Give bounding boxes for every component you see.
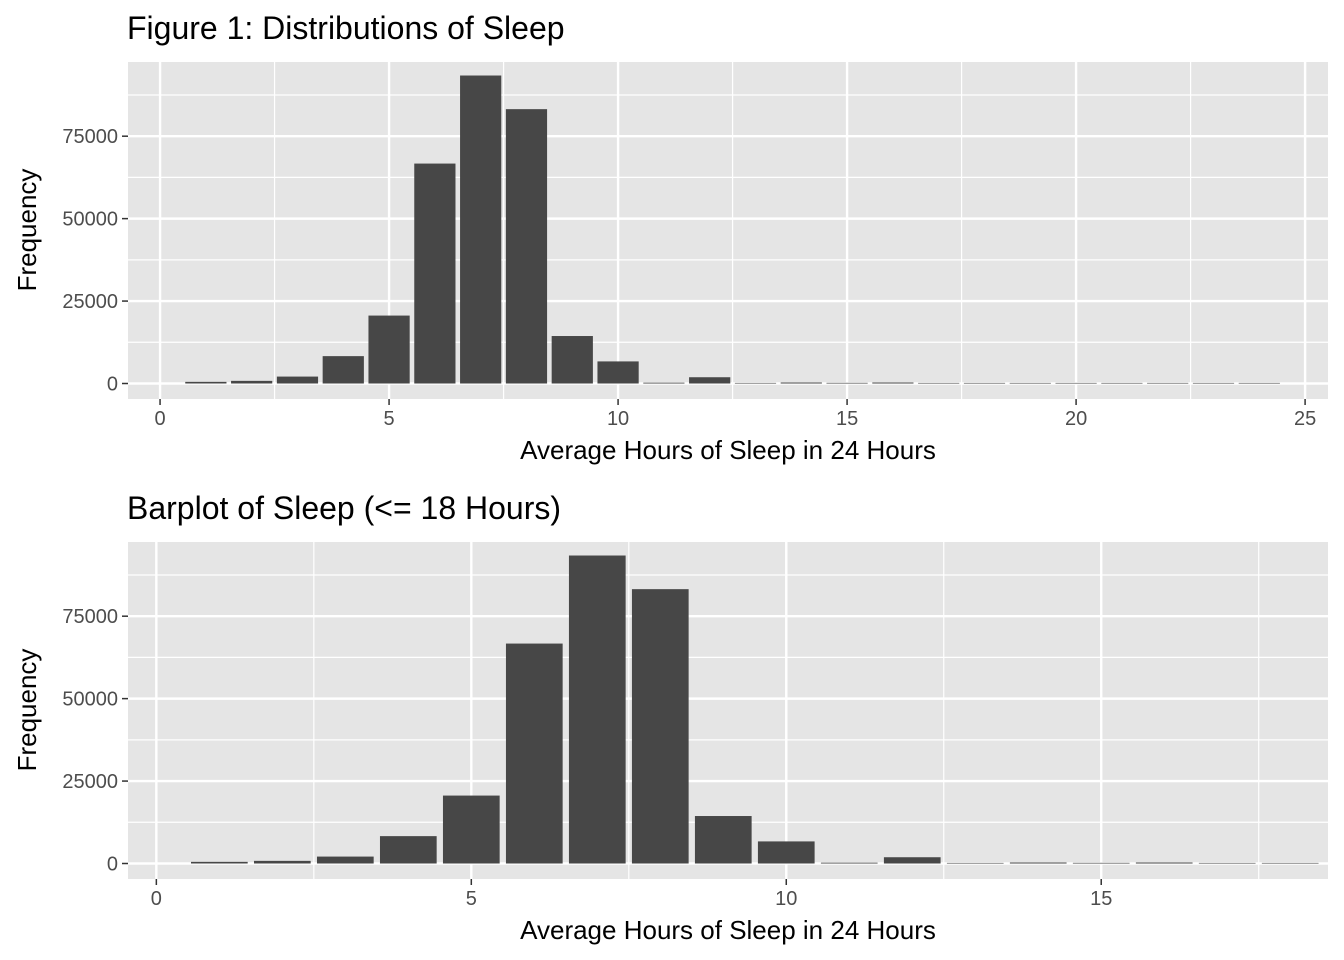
x-tick-label: 20 xyxy=(1065,408,1087,430)
x-axis-ticks: 0 5 10 15 20 25 xyxy=(154,399,1316,430)
y-tick-label: 50000 xyxy=(62,209,118,231)
bar xyxy=(597,361,639,384)
y-axis-title: Frequency xyxy=(12,169,42,292)
x-tick-label: 0 xyxy=(154,408,165,430)
y-axis-ticks: 0 25000 50000 75000 xyxy=(62,606,128,876)
grid-minor xyxy=(128,62,1328,399)
x-tick-label: 15 xyxy=(1090,888,1112,910)
bar xyxy=(505,109,548,384)
bar xyxy=(1192,382,1235,384)
bar xyxy=(185,381,227,384)
bar xyxy=(190,861,248,864)
bar xyxy=(379,836,437,864)
bar xyxy=(963,382,1006,384)
bar xyxy=(883,857,941,864)
bar xyxy=(918,382,960,384)
bar xyxy=(368,315,410,384)
x-axis-ticks: 0 5 10 15 xyxy=(151,879,1112,910)
x-axis-title: Average Hours of Sleep in 24 Hours xyxy=(520,435,936,465)
chart-title: Figure 1: Distributions of Sleep xyxy=(127,10,565,46)
bar xyxy=(1009,382,1051,384)
bar xyxy=(1072,862,1130,864)
bar xyxy=(1147,382,1189,384)
bar xyxy=(316,856,374,864)
bars xyxy=(190,555,1319,864)
x-axis-title: Average Hours of Sleep in 24 Hours xyxy=(520,915,936,945)
bar xyxy=(946,862,1004,864)
x-tick-label: 5 xyxy=(466,888,477,910)
bar xyxy=(442,795,500,864)
x-tick-label: 25 xyxy=(1294,408,1316,430)
y-tick-label: 75000 xyxy=(62,126,118,148)
y-axis-ticks: 0 25000 50000 75000 xyxy=(62,126,128,396)
x-tick-label: 10 xyxy=(775,888,797,910)
bar xyxy=(734,382,777,384)
bar xyxy=(253,860,311,864)
bar xyxy=(1055,382,1097,384)
bar xyxy=(872,382,914,384)
y-tick-label: 25000 xyxy=(62,291,118,313)
y-tick-label: 75000 xyxy=(62,606,118,628)
bar xyxy=(820,862,878,864)
bar xyxy=(505,643,563,864)
bar xyxy=(757,841,815,864)
bar xyxy=(1009,862,1067,864)
y-axis-title: Frequency xyxy=(12,649,42,772)
y-tick-label: 0 xyxy=(107,374,118,396)
bar xyxy=(689,377,731,384)
bar xyxy=(1135,862,1193,864)
bar xyxy=(1198,862,1256,864)
chart-title: Barplot of Sleep (<= 18 Hours) xyxy=(127,490,561,526)
chart-sleep-barplot-18h: Barplot of Sleep (<= 18 Hours) 0 5 10 15 0 2… xyxy=(12,490,1328,945)
bar xyxy=(568,555,626,864)
x-tick-label: 10 xyxy=(607,408,629,430)
bar xyxy=(276,376,319,384)
x-tick-label: 0 xyxy=(151,888,162,910)
bar xyxy=(322,356,364,384)
bar xyxy=(631,589,689,864)
x-tick-label: 15 xyxy=(836,408,858,430)
grid-major xyxy=(128,62,1328,399)
bar xyxy=(826,382,868,384)
bar xyxy=(414,163,456,384)
bar xyxy=(780,382,822,384)
bar xyxy=(1101,382,1143,384)
bar xyxy=(694,816,752,864)
y-tick-label: 25000 xyxy=(62,771,118,793)
bar xyxy=(460,75,502,384)
x-tick-label: 5 xyxy=(384,408,395,430)
bar xyxy=(643,382,685,384)
plot-panel xyxy=(128,62,1328,399)
y-tick-label: 0 xyxy=(107,854,118,876)
bar xyxy=(1238,382,1280,384)
chart-sleep-distribution: Figure 1: Distributions of Sleep 0 5 10 15 2… xyxy=(12,10,1328,465)
bar xyxy=(1261,862,1319,864)
bar xyxy=(551,336,593,384)
bars xyxy=(185,75,1280,384)
bar xyxy=(231,380,273,384)
y-tick-label: 50000 xyxy=(62,689,118,711)
